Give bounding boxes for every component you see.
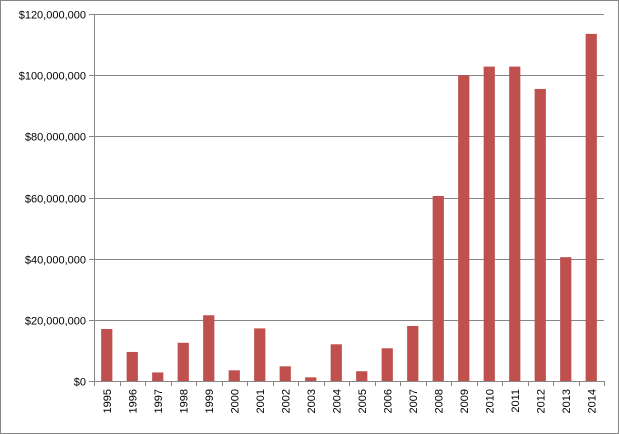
x-tick-label: 2001 (255, 389, 267, 413)
x-tick-label: 2004 (331, 389, 343, 413)
bar-2011 (509, 66, 521, 381)
bar-2006 (381, 348, 393, 381)
x-tick-label: 1999 (204, 389, 216, 413)
bar-2007 (407, 325, 419, 381)
y-tick-label: $20,000,000 (25, 316, 86, 328)
x-tick-label: 2013 (561, 389, 573, 413)
x-tick-label: 2014 (586, 389, 598, 413)
bar-2009 (458, 75, 470, 382)
bar-2001 (254, 328, 266, 381)
x-tick-label: 2006 (382, 389, 394, 413)
gridlines (94, 14, 604, 321)
bar-1999 (203, 315, 215, 381)
bar-2003 (305, 377, 317, 381)
bar-2008 (432, 195, 444, 381)
x-tick-label: 2007 (408, 389, 420, 413)
bar-2000 (228, 370, 240, 381)
bar-2002 (279, 366, 291, 381)
x-tick-label: 2012 (535, 389, 547, 413)
x-tick-label: 1998 (178, 389, 190, 413)
x-tick-label: 2008 (433, 389, 445, 413)
bars (101, 33, 597, 382)
axes (89, 14, 605, 386)
x-tick-labels: 1995 1996 1997 1998 1999 2000 2001 2002 2003 2004… (102, 389, 599, 413)
y-tick-label: $120,000,000 (19, 10, 86, 22)
y-tick-label: $100,000,000 (19, 71, 86, 83)
x-tick-label: 1997 (153, 389, 165, 413)
x-tick-label: 2003 (306, 389, 318, 413)
bar-2010 (483, 66, 495, 381)
x-tick-label: 2005 (357, 389, 369, 413)
y-tick-label: $0 (74, 377, 86, 389)
x-tick-label: 2009 (459, 389, 471, 413)
bar-2014 (585, 33, 597, 381)
bar-1998 (177, 342, 189, 381)
x-tick-label: 2000 (229, 389, 241, 413)
y-tick-label: $60,000,000 (25, 194, 86, 206)
x-tick-label: 2010 (484, 389, 496, 413)
bar-2004 (330, 344, 342, 381)
x-tick-label: 2011 (510, 389, 522, 413)
x-tick-label: 2002 (280, 389, 292, 413)
bar-1996 (126, 351, 138, 381)
bar-2013 (560, 257, 572, 381)
x-tick-label: 1996 (127, 389, 139, 413)
x-tick-label: 1995 (102, 389, 114, 413)
y-tick-labels: $0 $20,000,000 $40,000,000 $60,000,000 $80,0… (19, 10, 86, 389)
bar-2012 (534, 88, 546, 382)
y-tick-label: $40,000,000 (25, 255, 86, 267)
bar-2005 (356, 371, 368, 381)
bar-1997 (152, 372, 164, 381)
bar-1995 (101, 329, 113, 381)
y-tick-label: $80,000,000 (25, 132, 86, 144)
